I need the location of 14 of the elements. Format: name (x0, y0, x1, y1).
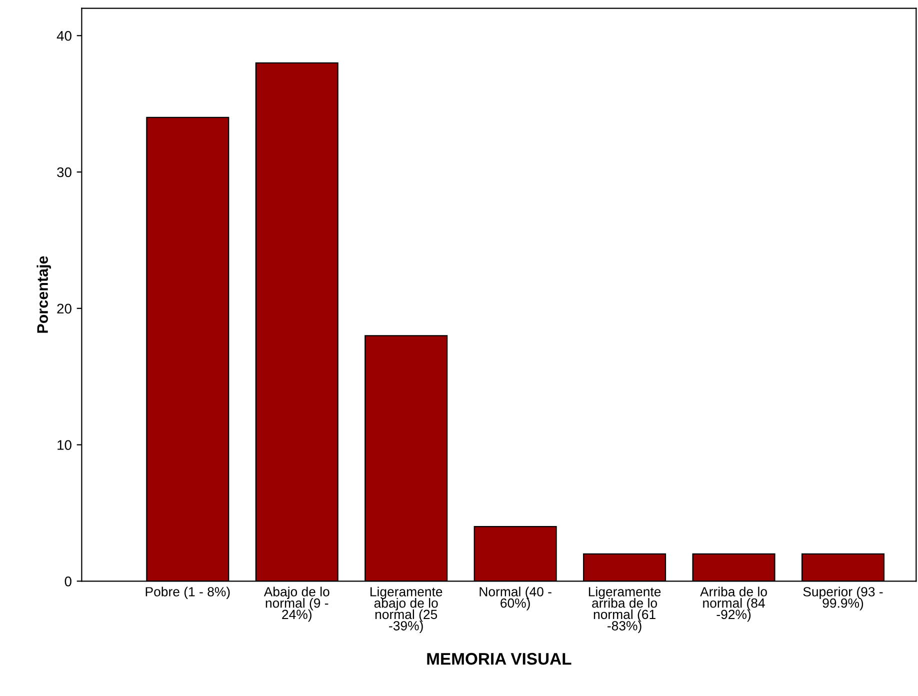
y-tick-label: 10 (58, 440, 72, 450)
x-tick-label: Pobre (1 - 8%) (146, 586, 230, 600)
y-tick-label: 0 (64, 576, 72, 586)
x-tick-label: Normal (40 - 60%) (480, 586, 552, 610)
x-tick-label: Ligeramente arriba de lo normal (61 -83%) (588, 586, 661, 634)
x-tick-label: Arriba de lo normal (84 -92%) (700, 586, 767, 622)
y-tick-label: 20 (57, 304, 72, 314)
y-tick-label: 30 (57, 167, 72, 178)
x-tick-label: Ligeramente abajo de lo normal (25 -39%) (370, 586, 442, 634)
y-axis-title: Porcentaje (36, 256, 51, 333)
y-tick-label: 40 (56, 30, 72, 41)
x-axis-title: MEMORIA VISUAL (427, 652, 572, 665)
x-tick-label: Superior (93 - 99.9%) (803, 586, 883, 610)
x-tick-label: Abajo de lo normal (9 - 24%) (264, 586, 330, 622)
